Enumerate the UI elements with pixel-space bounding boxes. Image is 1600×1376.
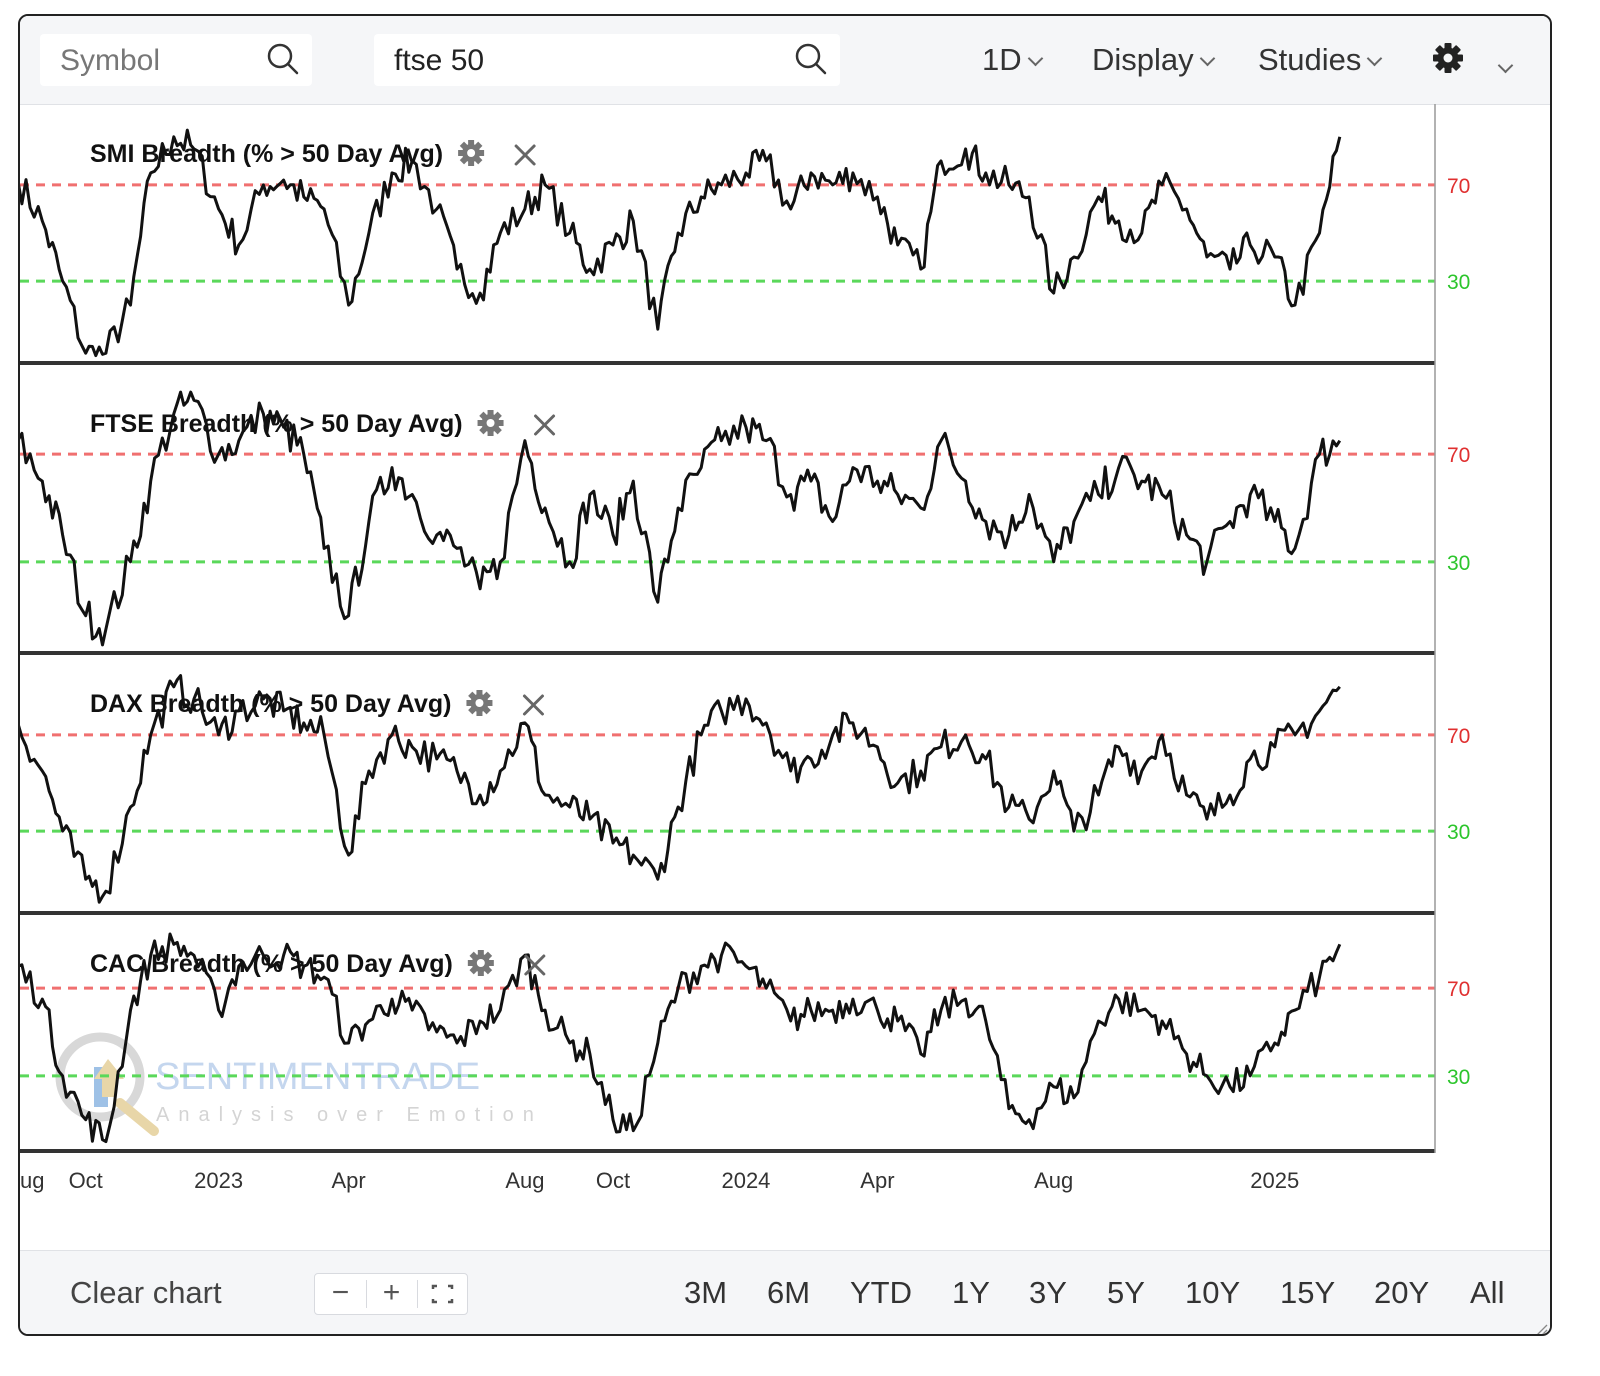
range-button-3m[interactable]: 3M: [684, 1275, 728, 1310]
x-tick-label: 2025: [1250, 1168, 1299, 1193]
y-label-lower: 30: [1447, 552, 1470, 575]
resize-grip-icon[interactable]: [1532, 1321, 1548, 1336]
panel-close-icon[interactable]: [514, 144, 536, 166]
symbol-input[interactable]: [58, 42, 266, 80]
clear-chart-button[interactable]: Clear chart: [70, 1275, 222, 1310]
watermark-tagline: Analysis over Emotion: [156, 1104, 543, 1126]
x-tick-label: 2023: [194, 1168, 243, 1193]
x-tick-label: Aug: [505, 1168, 544, 1193]
search-icon[interactable]: [794, 42, 828, 76]
display-dropdown[interactable]: Display: [1092, 42, 1215, 78]
toolbar: 1D Display Studies: [20, 16, 1550, 105]
panel-close-icon[interactable]: [534, 414, 556, 436]
cac-breadth-series-line: [20, 932, 1342, 1144]
display-label: Display: [1092, 42, 1194, 77]
y-label-upper: 70: [1447, 725, 1470, 748]
range-button-ytd[interactable]: YTD: [850, 1275, 912, 1310]
zoom-in-button[interactable]: +: [382, 1276, 401, 1309]
y-label-lower: 30: [1447, 1066, 1470, 1089]
x-tick-label: ug: [20, 1168, 44, 1193]
panel-gear-icon[interactable]: [477, 410, 504, 436]
zoom-controls: − +: [314, 1273, 468, 1315]
range-button-5y[interactable]: 5Y: [1107, 1275, 1145, 1310]
divider: [366, 1280, 367, 1308]
logo-handle: [115, 1098, 159, 1136]
x-tick-label: Oct: [596, 1168, 630, 1193]
symbol-search-box: [40, 34, 312, 86]
study-search-input[interactable]: [392, 42, 746, 80]
logo-arrow: [94, 1059, 124, 1097]
range-button-10y[interactable]: 10Y: [1185, 1275, 1241, 1310]
zoom-out-button[interactable]: −: [331, 1276, 350, 1309]
panel-close-icon[interactable]: [524, 954, 546, 976]
ftse-panel-title: FTSE Breadth (% > 50 Day Avg): [90, 410, 463, 438]
y-label-upper: 70: [1447, 444, 1470, 467]
range-button-6m[interactable]: 6M: [767, 1275, 811, 1310]
interval-label: 1D: [982, 42, 1022, 77]
panel-gear-icon[interactable]: [458, 140, 485, 166]
studies-label: Studies: [1258, 42, 1362, 77]
x-tick-label: Oct: [69, 1168, 103, 1193]
y-label-upper: 70: [1447, 978, 1470, 1001]
range-button-3y[interactable]: 3Y: [1029, 1275, 1067, 1310]
range-button-1y[interactable]: 1Y: [952, 1275, 990, 1310]
dax-breadth-series-line: [20, 674, 1341, 904]
search-icon[interactable]: [266, 42, 300, 76]
dax-panel-title: DAX Breadth (% > 50 Day Avg): [90, 690, 451, 718]
panel-gear-icon[interactable]: [466, 690, 493, 716]
smi-breadth-series-line: [20, 128, 1342, 358]
range-button-15y[interactable]: 15Y: [1280, 1275, 1336, 1310]
panel-close-icon[interactable]: [522, 694, 544, 716]
settings-chevron-down-icon[interactable]: [1497, 57, 1514, 74]
y-label-upper: 70: [1447, 175, 1470, 198]
range-button-20y[interactable]: 20Y: [1374, 1275, 1430, 1310]
cac-panel-title: CAC Breadth (% > 50 Day Avg): [90, 950, 453, 978]
gear-icon[interactable]: [1432, 42, 1464, 74]
chevron-down-icon: [1367, 50, 1383, 67]
x-tick-label: Aug: [1034, 1168, 1073, 1193]
footer-bar: Clear chart − + 3M 6M YTD 1Y 3Y 5Y 10Y 15Y 20Y Al…: [20, 1250, 1550, 1336]
x-tick-label: Apr: [860, 1168, 894, 1193]
range-button-all[interactable]: All: [1470, 1275, 1505, 1310]
chevron-down-icon: [1027, 50, 1043, 67]
interval-dropdown[interactable]: 1D: [982, 42, 1043, 78]
x-tick-label: Apr: [332, 1168, 366, 1193]
study-search-box: [374, 34, 840, 86]
y-label-lower: 30: [1447, 271, 1470, 294]
smi-panel-title: SMI Breadth (% > 50 Day Avg): [90, 140, 443, 168]
divider: [417, 1280, 418, 1308]
x-tick-label: 2024: [721, 1168, 770, 1193]
fullscreen-icon: [431, 1284, 454, 1304]
chevron-down-icon: [1199, 50, 1215, 67]
ftse-breadth-series-line: [20, 390, 1342, 647]
studies-dropdown[interactable]: Studies: [1258, 42, 1383, 78]
y-label-lower: 30: [1447, 821, 1470, 844]
fullscreen-button[interactable]: [417, 1274, 468, 1314]
panel-gear-icon[interactable]: [467, 950, 494, 976]
